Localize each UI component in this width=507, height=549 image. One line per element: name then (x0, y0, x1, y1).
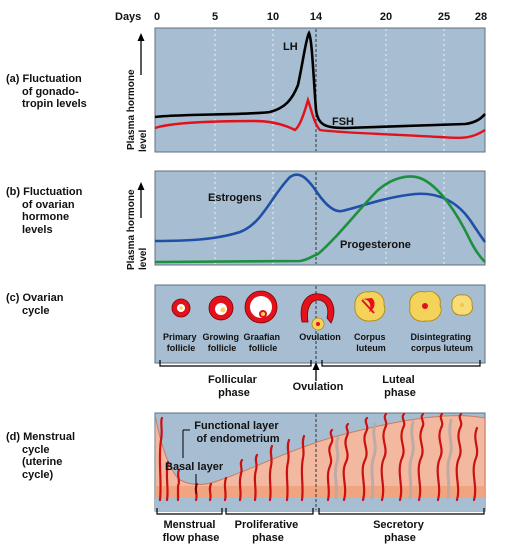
panel-b-arrowhead (137, 182, 145, 190)
fsh-curve (154, 96, 486, 140)
panel-c-title: (c) Ovarian cycle (6, 292, 64, 317)
corpus-luteum-drawing (354, 291, 386, 322)
proliferative-phase-label: Proliferative phase (235, 519, 302, 544)
panel-c: Primary follicle Growing follicle Graafi… (154, 284, 486, 399)
stage-disintegrating-label: Disintegrating corpus luteum (410, 332, 473, 353)
panel-a-arrowhead (137, 33, 145, 41)
day-tick-20: 20 (380, 11, 392, 23)
panel-a-title: (a) Fluctuation of gonado- tropin levels (6, 73, 87, 111)
panel-a-gridlines (214, 29, 445, 151)
basal-layer (155, 486, 485, 498)
stage-primary-label: Primary follicle (163, 332, 199, 353)
estrogens-curve (154, 173, 487, 243)
disintegrating-corpus-luteum-drawing (409, 290, 473, 322)
progesterone-label: Progesterone (340, 239, 411, 251)
basal-layer-label: Basal layer (165, 461, 224, 473)
fsh-label: FSH (332, 116, 354, 128)
day-axis: Days 0 5 10 14 20 25 28 (115, 11, 487, 23)
stage-corpus-luteum-label: Corpus luteum (354, 332, 388, 353)
lh-label: LH (283, 41, 298, 53)
panel-a-axis-label: Plasma hormone (126, 69, 137, 150)
panel-b: Estrogens Progesterone Plasma hormone le… (126, 170, 487, 270)
day-tick-5: 5 (212, 11, 218, 23)
panel-b-axis-label-2: level (138, 248, 149, 270)
panel-b-plot (154, 170, 486, 266)
day-tick-14: 14 (310, 11, 323, 23)
stage-graafian-label: Graafian follicle (243, 332, 282, 353)
day-tick-28: 28 (475, 11, 487, 23)
day-tick-25: 25 (438, 11, 450, 23)
day-tick-10: 10 (267, 11, 279, 23)
panel-a-plot (154, 27, 486, 153)
progesterone-curve (154, 175, 486, 264)
graafian-follicle-drawing (244, 290, 278, 324)
spiral-arteries (158, 413, 479, 502)
follicular-bracket (159, 360, 312, 367)
panel-d: Functional layer of endometrium Basal la… (154, 412, 486, 544)
panel-b-axis-label: Plasma hormone (126, 189, 137, 270)
growing-follicle-drawing (208, 295, 234, 321)
ovulation-phase-label: Ovulation (293, 381, 344, 393)
luteal-bracket (321, 360, 481, 367)
ovulation-drawing (300, 293, 335, 331)
day-tick-0: 0 (154, 11, 160, 23)
stage-growing-label: Growing follicle (202, 332, 241, 353)
functional-layer-label: Functional layer of endometrium (194, 420, 281, 445)
panel-d-title: (d) Menstrual cycle (uterine cycle) (6, 431, 76, 481)
follicular-phase-label: Follicular phase (208, 374, 260, 399)
secretory-bracket (318, 508, 485, 515)
panel-b-title: (b) Fluctuation of ovarian hormone level… (6, 186, 83, 236)
lh-curve (154, 30, 486, 130)
stage-ovulation-label: Ovulation (299, 332, 341, 342)
ovulation-arrowhead (312, 362, 320, 370)
panel-a-axis-label-2: level (138, 130, 149, 152)
myometrium-band (155, 498, 485, 511)
secretory-phase-label: Secretory phase (373, 519, 427, 544)
panel-b-gridlines (214, 172, 445, 264)
primary-follicle-drawing (171, 298, 191, 318)
proliferative-bracket (225, 508, 314, 515)
menstrual-bracket (156, 508, 223, 515)
menstrual-phase-label: Menstrual flow phase (163, 519, 220, 544)
uterine-glands (333, 418, 453, 500)
estrogens-label: Estrogens (208, 192, 262, 204)
luteal-phase-label: Luteal phase (382, 374, 417, 399)
days-label: Days (115, 11, 141, 23)
panel-a: LH FSH Plasma hormone level (126, 27, 486, 153)
